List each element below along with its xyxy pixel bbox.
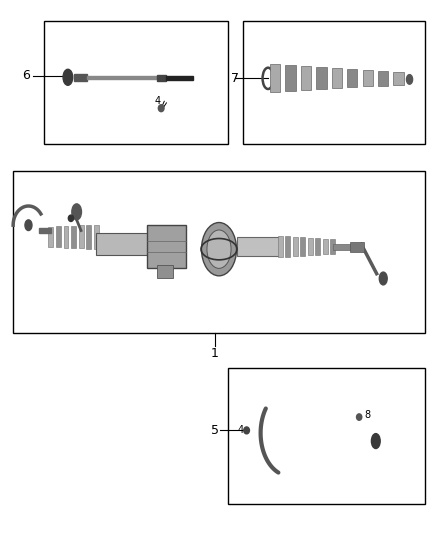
- Bar: [363, 70, 373, 86]
- Bar: [79, 225, 84, 248]
- Bar: [39, 228, 51, 233]
- Ellipse shape: [379, 272, 387, 285]
- Bar: [157, 265, 173, 278]
- Bar: [243, 21, 425, 144]
- Bar: [56, 227, 61, 247]
- Bar: [74, 74, 87, 81]
- Bar: [347, 69, 357, 87]
- Text: 6: 6: [22, 69, 30, 82]
- Bar: [166, 76, 193, 80]
- Ellipse shape: [25, 220, 32, 230]
- Bar: [44, 21, 228, 144]
- Ellipse shape: [201, 223, 237, 276]
- Bar: [315, 238, 320, 255]
- Bar: [94, 224, 99, 249]
- Ellipse shape: [244, 427, 250, 434]
- Bar: [330, 239, 336, 254]
- Text: 8: 8: [364, 410, 371, 421]
- Bar: [48, 227, 53, 247]
- Bar: [96, 233, 149, 254]
- Bar: [86, 225, 91, 249]
- Ellipse shape: [371, 434, 380, 449]
- Bar: [300, 237, 305, 256]
- Bar: [285, 66, 296, 91]
- Bar: [293, 237, 298, 256]
- Bar: [237, 237, 280, 256]
- Bar: [301, 67, 311, 90]
- Ellipse shape: [406, 75, 413, 84]
- Bar: [71, 225, 76, 248]
- Ellipse shape: [158, 104, 164, 112]
- Ellipse shape: [357, 414, 362, 420]
- Ellipse shape: [207, 230, 231, 268]
- Bar: [278, 236, 283, 257]
- Ellipse shape: [72, 204, 81, 220]
- Bar: [147, 225, 186, 268]
- Bar: [323, 239, 328, 254]
- Text: 4: 4: [237, 425, 244, 435]
- Text: 4: 4: [155, 96, 161, 106]
- Bar: [393, 72, 404, 85]
- Bar: [270, 64, 280, 92]
- Bar: [316, 67, 326, 90]
- Text: 1: 1: [211, 347, 219, 360]
- Ellipse shape: [68, 215, 74, 221]
- Text: 5: 5: [211, 424, 219, 437]
- Bar: [13, 171, 425, 333]
- Bar: [286, 236, 290, 257]
- Text: 7: 7: [231, 72, 239, 85]
- Bar: [87, 76, 157, 79]
- Bar: [228, 368, 425, 504]
- Bar: [64, 226, 68, 248]
- Bar: [333, 244, 361, 249]
- Bar: [378, 71, 388, 85]
- Bar: [308, 238, 313, 255]
- Bar: [350, 242, 364, 252]
- Bar: [332, 68, 342, 88]
- Bar: [157, 75, 166, 81]
- Ellipse shape: [63, 69, 73, 85]
